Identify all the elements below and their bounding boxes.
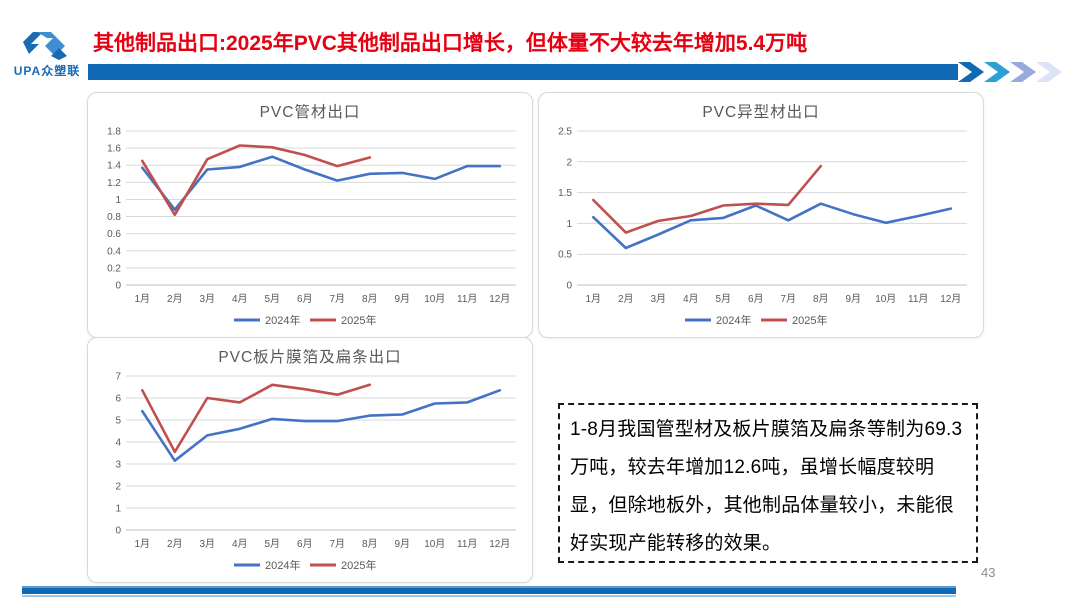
svg-text:7月: 7月 — [329, 538, 345, 550]
svg-text:0: 0 — [566, 281, 572, 292]
svg-text:11月: 11月 — [457, 293, 477, 305]
chart-panel-sheet-film-export: PVC板片膜箔及扁条出口 0 1 2 3 4 5 6 7 1月 2月 3月 4月 5月 6月 7月 8月 9月 10… — [87, 337, 533, 583]
svg-text:3月: 3月 — [199, 538, 215, 550]
svg-text:0: 0 — [115, 281, 121, 292]
page-number: 43 — [981, 565, 996, 580]
svg-text:1月: 1月 — [134, 293, 150, 305]
svg-text:6月: 6月 — [297, 538, 313, 550]
footer-stripe — [22, 586, 956, 597]
chart-svg: PVC管材出口 0 0.2 0.4 0.6 0.8 1 1.2 1.4 1.6 1.8 1月 2月 3月 4… — [107, 103, 516, 327]
svg-text:0.2: 0.2 — [107, 263, 121, 274]
svg-text:PVC异型材出口: PVC异型材出口 — [702, 103, 819, 121]
line-chart-sheet-film-export: PVC板片膜箔及扁条出口 0 1 2 3 4 5 6 7 1月 2月 3月 4月 5月 6月 7月 8月 9月 10… — [88, 338, 532, 582]
svg-text:2025年: 2025年 — [341, 313, 376, 327]
svg-text:1.8: 1.8 — [107, 127, 121, 138]
chevron-icon — [1036, 62, 1062, 82]
svg-text:4月: 4月 — [683, 293, 699, 305]
svg-text:2025年: 2025年 — [792, 313, 827, 327]
svg-text:8月: 8月 — [362, 293, 378, 305]
header-accent-bar — [88, 64, 958, 80]
svg-text:12月: 12月 — [489, 293, 510, 305]
svg-text:5月: 5月 — [264, 538, 280, 550]
svg-text:2.5: 2.5 — [558, 127, 572, 138]
svg-text:1.4: 1.4 — [107, 161, 121, 172]
chevron-icon — [958, 62, 984, 82]
svg-text:6: 6 — [115, 394, 121, 405]
svg-text:2025年: 2025年 — [341, 558, 376, 572]
svg-text:12月: 12月 — [940, 293, 961, 305]
chevron-right-icons — [958, 62, 1062, 82]
svg-text:9月: 9月 — [394, 293, 410, 305]
svg-text:2月: 2月 — [618, 293, 634, 305]
logo: UPA众塑联 — [4, 28, 90, 79]
svg-text:2024年: 2024年 — [265, 558, 300, 572]
svg-text:11月: 11月 — [457, 538, 477, 550]
svg-text:2: 2 — [115, 482, 121, 493]
svg-text:0.5: 0.5 — [558, 250, 572, 261]
svg-text:2月: 2月 — [167, 538, 183, 550]
svg-text:1.5: 1.5 — [558, 188, 572, 199]
note-box: 1-8月我国管型材及板片膜箔及扁条等制为69.3万吨，较去年增加12.6吨，虽增… — [558, 403, 978, 563]
svg-text:7月: 7月 — [780, 293, 796, 305]
line-chart-pipe-export: PVC管材出口 0 0.2 0.4 0.6 0.8 1 1.2 1.4 1.6 1.8 1月 2月 3月 4… — [88, 93, 532, 337]
svg-text:4月: 4月 — [232, 293, 248, 305]
svg-text:11月: 11月 — [908, 293, 928, 305]
chart-svg: PVC板片膜箔及扁条出口 0 1 2 3 4 5 6 7 1月 2月 3月 4月 5月 6月 7月 8月 9月 10… — [115, 348, 516, 572]
chart-panel-pipe-export: PVC管材出口 0 0.2 0.4 0.6 0.8 1 1.2 1.4 1.6 1.8 1月 2月 3月 4… — [87, 92, 533, 338]
svg-text:7月: 7月 — [329, 293, 345, 305]
svg-text:5: 5 — [115, 416, 121, 427]
svg-text:5月: 5月 — [715, 293, 731, 305]
svg-text:3: 3 — [115, 460, 121, 471]
svg-text:PVC管材出口: PVC管材出口 — [260, 103, 361, 121]
chart-panel-profile-export: PVC异型材出口 0 0.5 1 1.5 2 2.5 1月 2月 3月 4月 5月 6月 7月 8月 9月 10… — [538, 92, 984, 338]
svg-text:2024年: 2024年 — [716, 313, 751, 327]
svg-text:0.6: 0.6 — [107, 229, 121, 240]
svg-text:5月: 5月 — [264, 293, 280, 305]
chart-svg: PVC异型材出口 0 0.5 1 1.5 2 2.5 1月 2月 3月 4月 5月 6月 7月 8月 9月 10… — [558, 103, 967, 327]
svg-text:10月: 10月 — [424, 293, 445, 305]
svg-text:4: 4 — [115, 438, 121, 449]
svg-text:9月: 9月 — [394, 538, 410, 550]
svg-text:1.2: 1.2 — [107, 178, 121, 189]
svg-text:0: 0 — [115, 526, 121, 537]
svg-text:6月: 6月 — [297, 293, 313, 305]
logo-text: UPA众塑联 — [13, 64, 81, 78]
svg-text:3月: 3月 — [650, 293, 666, 305]
svg-text:2: 2 — [566, 157, 572, 168]
svg-text:0.4: 0.4 — [107, 246, 121, 257]
svg-text:1月: 1月 — [134, 538, 150, 550]
svg-text:12月: 12月 — [489, 538, 510, 550]
page-title: 其他制品出口:2025年PVC其他制品出口增长，但体量不大较去年增加5.4万吨 — [93, 32, 808, 55]
svg-text:10月: 10月 — [875, 293, 896, 305]
upa-logo-icon — [23, 32, 67, 60]
note-text: 1-8月我国管型材及板片膜箔及扁条等制为69.3万吨，较去年增加12.6吨，虽增… — [570, 419, 963, 554]
svg-text:4月: 4月 — [232, 538, 248, 550]
svg-text:2月: 2月 — [167, 293, 183, 305]
svg-text:8月: 8月 — [813, 293, 829, 305]
svg-text:1: 1 — [115, 195, 121, 206]
chevron-icon — [1010, 62, 1036, 82]
svg-text:1: 1 — [115, 504, 121, 515]
svg-text:0.8: 0.8 — [107, 212, 121, 223]
svg-text:6月: 6月 — [748, 293, 764, 305]
line-chart-profile-export: PVC异型材出口 0 0.5 1 1.5 2 2.5 1月 2月 3月 4月 5月 6月 7月 8月 9月 10… — [539, 93, 983, 337]
svg-text:1.6: 1.6 — [107, 144, 121, 155]
svg-text:9月: 9月 — [845, 293, 861, 305]
chevron-icon — [984, 62, 1010, 82]
svg-text:1: 1 — [566, 219, 572, 230]
svg-text:PVC板片膜箔及扁条出口: PVC板片膜箔及扁条出口 — [218, 348, 401, 366]
svg-text:8月: 8月 — [362, 538, 378, 550]
svg-text:7: 7 — [115, 372, 121, 383]
svg-text:3月: 3月 — [199, 293, 215, 305]
svg-text:2024年: 2024年 — [265, 313, 300, 327]
svg-text:1月: 1月 — [585, 293, 601, 305]
svg-text:10月: 10月 — [424, 538, 445, 550]
